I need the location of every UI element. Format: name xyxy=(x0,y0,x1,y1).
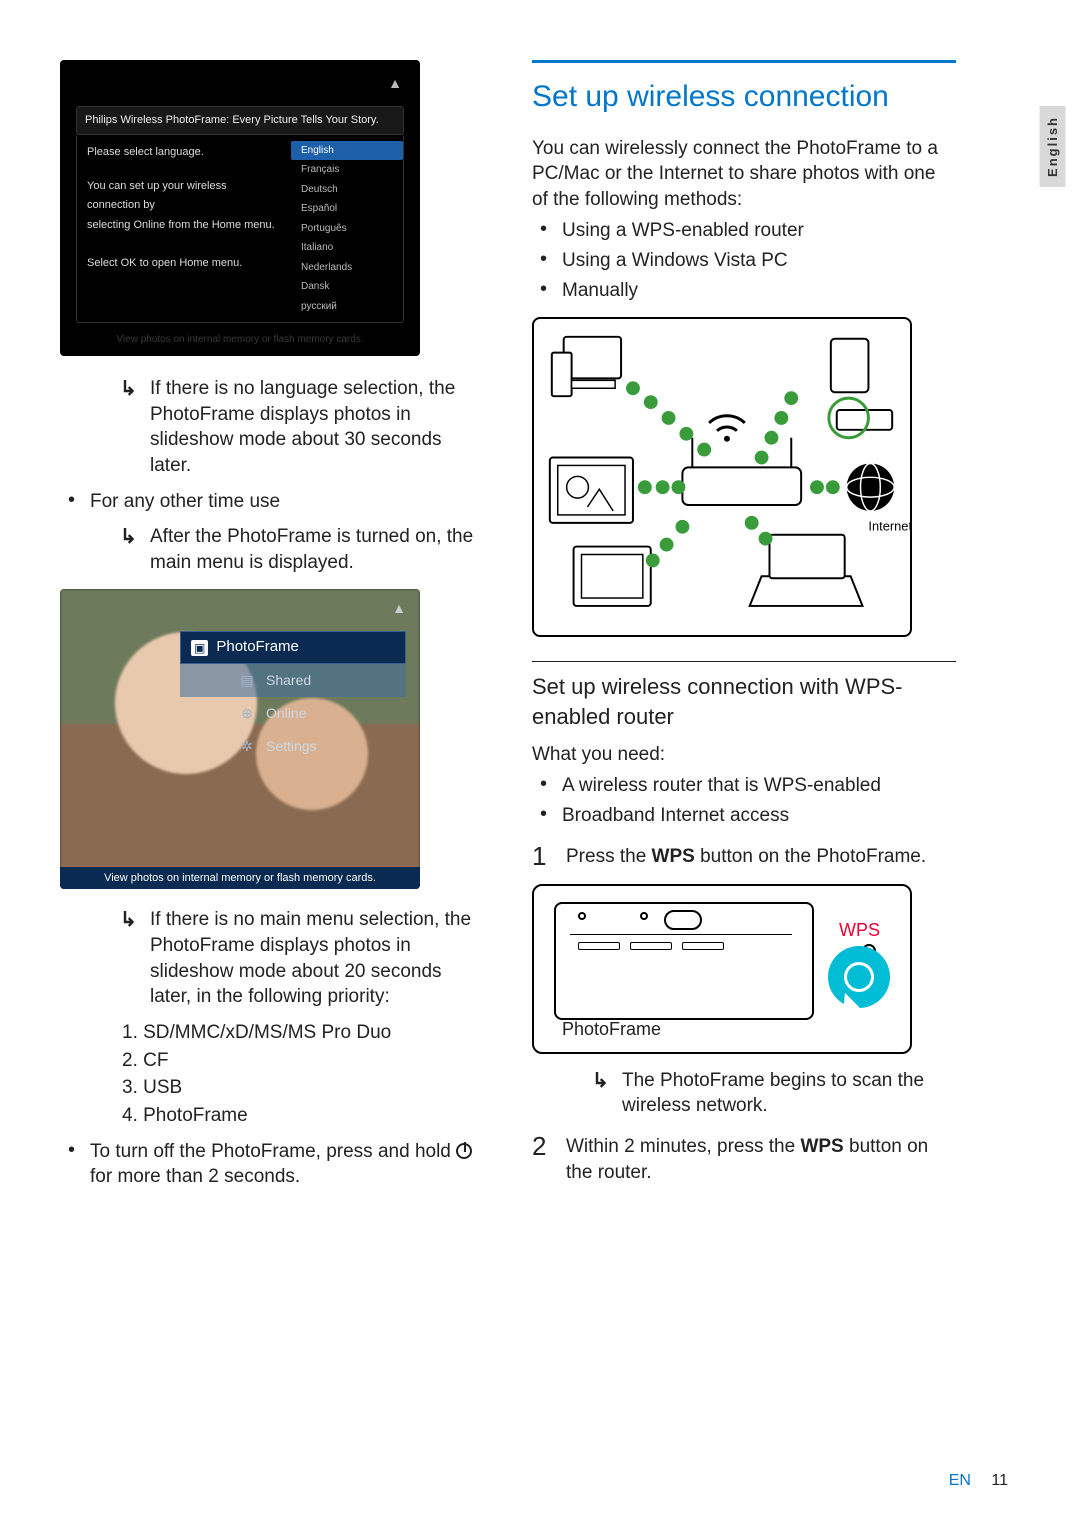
lang-option[interactable]: Nederlands xyxy=(291,258,403,278)
bullet-other-time: For any other time use xyxy=(90,489,484,515)
wps-label: WPS xyxy=(839,918,880,942)
menu-title: ▣ PhotoFrame xyxy=(180,631,406,663)
prio-4: 4. PhotoFrame xyxy=(122,1103,484,1129)
menu-item-settings[interactable]: ✲Settings xyxy=(180,730,406,763)
shot1-line3: selecting Online from the Home menu. xyxy=(87,216,281,236)
priority-list: 1. SD/MMC/xD/MS/MS Pro Duo 2. CF 3. USB … xyxy=(60,1020,484,1129)
what-you-need: What you need: xyxy=(532,742,956,768)
internet-label: Internet xyxy=(868,519,910,534)
screenshot-language-select: ▲ Philips Wireless PhotoFrame: Every Pic… xyxy=(60,60,420,356)
wps-caption: PhotoFrame xyxy=(562,1017,661,1041)
screenshot-main-menu: ▲ ▣ PhotoFrame ▤Shared ⊕Online ✲Settings… xyxy=(60,589,420,889)
lang-option[interactable]: Português xyxy=(291,219,403,239)
photoframe-icon: ▣ xyxy=(191,640,208,656)
menu-item-online[interactable]: ⊕Online xyxy=(180,697,406,730)
step-2: 2 Within 2 minutes, press the WPS button… xyxy=(532,1129,956,1185)
footer-lang: EN xyxy=(949,1472,971,1489)
step-number: 1 xyxy=(532,839,560,874)
lang-option[interactable]: русский xyxy=(291,297,403,317)
network-diagram: Internet xyxy=(532,317,912,637)
wps-diagram: WPS PhotoFrame xyxy=(532,884,912,1054)
shot1-line1: Please select language. xyxy=(87,143,281,163)
method-wps: Using a WPS-enabled router xyxy=(562,218,956,244)
lang-option[interactable]: Deutsch xyxy=(291,180,403,200)
menu-item-shared[interactable]: ▤Shared xyxy=(180,664,406,697)
settings-icon: ✲ xyxy=(238,737,256,756)
language-tab: English xyxy=(1040,106,1066,187)
lang-option[interactable]: English xyxy=(291,141,403,161)
online-icon: ⊕ xyxy=(238,704,256,723)
prio-2: 2. CF xyxy=(122,1048,484,1074)
step-1: 1 Press the WPS button on the PhotoFrame… xyxy=(532,839,956,874)
heading-wps-router: Set up wireless connection with WPS-enab… xyxy=(532,661,956,731)
lang-option[interactable]: Français xyxy=(291,160,403,180)
note-after-on: After the PhotoFrame is turned on, the m… xyxy=(60,524,484,575)
shot1-line2: You can set up your wireless connection … xyxy=(87,177,281,217)
need-broadband: Broadband Internet access xyxy=(562,803,956,829)
note-no-mainmenu: If there is no main menu selection, the … xyxy=(60,907,484,1010)
right-column: Set up wireless connection You can wirel… xyxy=(532,60,956,1200)
shot2-footer: View photos on internal memory or flash … xyxy=(60,867,420,890)
method-vista: Using a Windows Vista PC xyxy=(562,248,956,274)
footer-page: 11 xyxy=(991,1472,1008,1489)
shot1-header: Philips Wireless PhotoFrame: Every Pictu… xyxy=(76,106,404,135)
wifi-icon: ▲ xyxy=(388,74,402,93)
shared-icon: ▤ xyxy=(238,671,256,690)
lang-option[interactable]: Italiano xyxy=(291,238,403,258)
note-no-language: If there is no language selection, the P… xyxy=(60,376,484,479)
shot1-footer: View photos on internal memory or flash … xyxy=(60,333,420,347)
shot1-line4: Select OK to open Home menu. xyxy=(87,254,281,274)
note-scan: The PhotoFrame begins to scan the wirele… xyxy=(532,1068,956,1119)
language-list: English Français Deutsch Español Portugu… xyxy=(291,135,403,323)
need-router: A wireless router that is WPS-enabled xyxy=(562,773,956,799)
left-column: ▲ Philips Wireless PhotoFrame: Every Pic… xyxy=(60,60,484,1200)
prio-3: 3. USB xyxy=(122,1075,484,1101)
intro-text: You can wirelessly connect the PhotoFram… xyxy=(532,136,956,213)
lang-option[interactable]: Dansk xyxy=(291,277,403,297)
wifi-icon: ▲ xyxy=(392,599,406,618)
bullet-turn-off: To turn off the PhotoFrame, press and ho… xyxy=(90,1139,484,1190)
power-icon xyxy=(456,1143,472,1159)
lang-option[interactable]: Español xyxy=(291,199,403,219)
heading-wireless: Set up wireless connection xyxy=(532,60,956,118)
step-number: 2 xyxy=(532,1129,560,1164)
prio-1: 1. SD/MMC/xD/MS/MS Pro Duo xyxy=(122,1020,484,1046)
method-manual: Manually xyxy=(562,278,956,304)
page-footer: EN 11 xyxy=(949,1470,1008,1492)
